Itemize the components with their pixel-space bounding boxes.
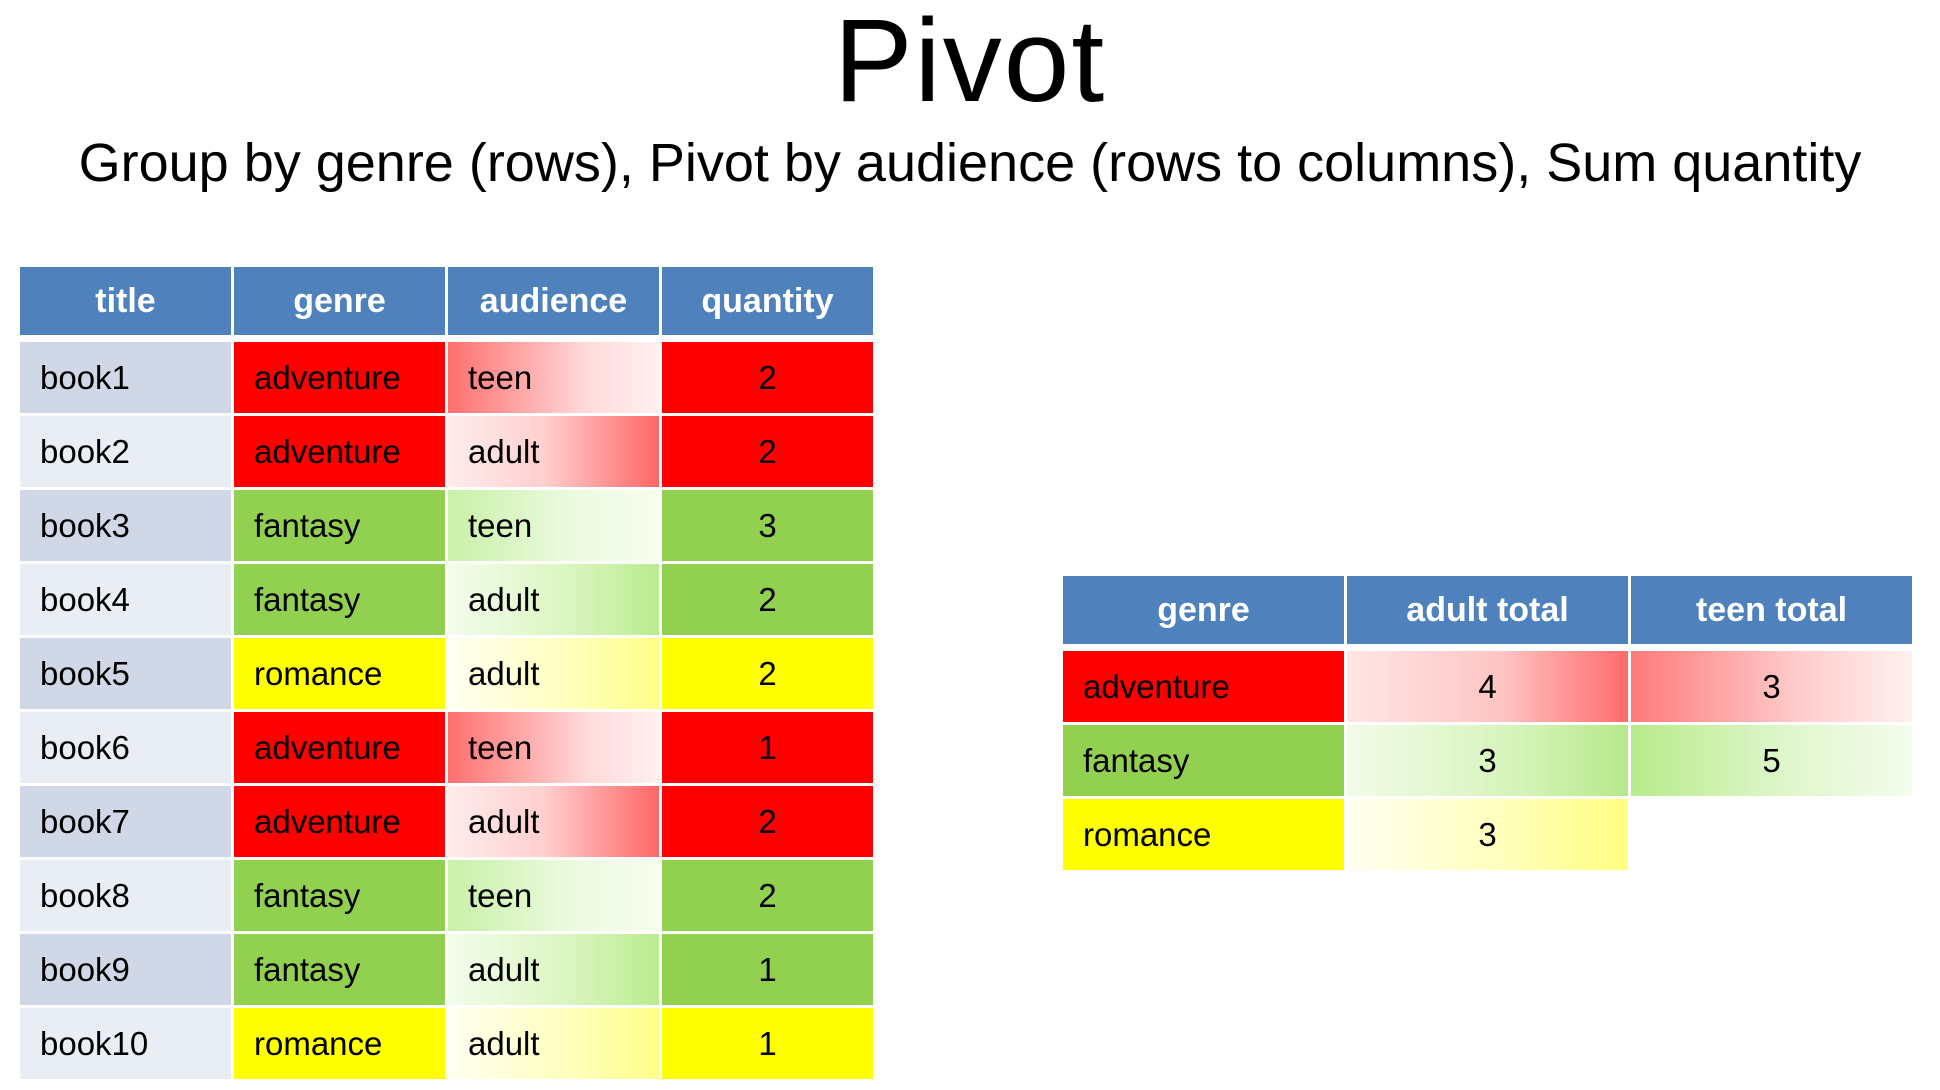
genre-cell: romance <box>234 1008 445 1079</box>
genre-cell: fantasy <box>234 934 445 1005</box>
audience-cell: adult <box>448 1008 659 1079</box>
pivot-header-adult-total: adult total <box>1347 576 1628 648</box>
genre-cell: fantasy <box>234 564 445 635</box>
page-subtitle: Group by genre (rows), Pivot by audience… <box>78 133 1862 193</box>
teen-total-cell <box>1631 799 1912 870</box>
quantity-cell: 2 <box>662 860 873 931</box>
title-cell: book4 <box>20 564 231 635</box>
teen-total-cell: 3 <box>1631 651 1912 722</box>
pivot-header-teen-total: teen total <box>1631 576 1912 648</box>
quantity-cell: 2 <box>662 342 873 413</box>
table-row: book5 romance adult 2 <box>20 638 873 709</box>
quantity-cell: 1 <box>662 712 873 783</box>
quantity-cell: 2 <box>662 786 873 857</box>
source-header-quantity: quantity <box>662 267 873 339</box>
table-row: book4 fantasy adult 2 <box>20 564 873 635</box>
genre-cell: romance <box>234 638 445 709</box>
title-cell: book2 <box>20 416 231 487</box>
pivot-row: romance 3 <box>1063 799 1912 870</box>
title-cell: book10 <box>20 1008 231 1079</box>
title-cell: book1 <box>20 342 231 413</box>
table-row: book6 adventure teen 1 <box>20 712 873 783</box>
genre-cell: fantasy <box>234 490 445 561</box>
audience-cell: adult <box>448 934 659 1005</box>
pivot-genre-cell: romance <box>1063 799 1344 870</box>
audience-cell: adult <box>448 638 659 709</box>
quantity-cell: 2 <box>662 416 873 487</box>
table-row: book9 fantasy adult 1 <box>20 934 873 1005</box>
quantity-cell: 2 <box>662 564 873 635</box>
table-row: book8 fantasy teen 2 <box>20 860 873 931</box>
pivot-genre-cell: fantasy <box>1063 725 1344 796</box>
quantity-cell: 1 <box>662 934 873 1005</box>
genre-cell: fantasy <box>234 860 445 931</box>
audience-cell: teen <box>448 342 659 413</box>
pivot-genre-cell: adventure <box>1063 651 1344 722</box>
genre-cell: adventure <box>234 342 445 413</box>
teen-total-cell: 5 <box>1631 725 1912 796</box>
source-header-row: title genre audience quantity <box>20 267 873 339</box>
audience-cell: teen <box>448 490 659 561</box>
quantity-cell: 1 <box>662 1008 873 1079</box>
genre-cell: adventure <box>234 712 445 783</box>
table-row: book10 romance adult 1 <box>20 1008 873 1079</box>
title-cell: book9 <box>20 934 231 1005</box>
source-header-audience: audience <box>448 267 659 339</box>
genre-cell: adventure <box>234 786 445 857</box>
title-cell: book7 <box>20 786 231 857</box>
pivot-header-row: genre adult total teen total <box>1063 576 1912 648</box>
audience-cell: teen <box>448 860 659 931</box>
title-cell: book3 <box>20 490 231 561</box>
adult-total-cell: 3 <box>1347 799 1628 870</box>
pivot-table: genre adult total teen total adventure 4… <box>1060 573 1915 873</box>
table-row: book1 adventure teen 2 <box>20 342 873 413</box>
adult-total-cell: 3 <box>1347 725 1628 796</box>
table-row: book3 fantasy teen 3 <box>20 490 873 561</box>
audience-cell: adult <box>448 416 659 487</box>
table-row: book2 adventure adult 2 <box>20 416 873 487</box>
pivot-header-genre: genre <box>1063 576 1344 648</box>
quantity-cell: 2 <box>662 638 873 709</box>
source-table: title genre audience quantity book1 adve… <box>17 264 876 1082</box>
audience-cell: adult <box>448 564 659 635</box>
quantity-cell: 3 <box>662 490 873 561</box>
pivot-row: fantasy 3 5 <box>1063 725 1912 796</box>
title-cell: book8 <box>20 860 231 931</box>
title-cell: book6 <box>20 712 231 783</box>
pivot-row: adventure 4 3 <box>1063 651 1912 722</box>
adult-total-cell: 4 <box>1347 651 1628 722</box>
title-cell: book5 <box>20 638 231 709</box>
audience-cell: adult <box>448 786 659 857</box>
source-header-genre: genre <box>234 267 445 339</box>
audience-cell: teen <box>448 712 659 783</box>
table-row: book7 adventure adult 2 <box>20 786 873 857</box>
page-title: Pivot <box>833 0 1107 127</box>
genre-cell: adventure <box>234 416 445 487</box>
source-header-title: title <box>20 267 231 339</box>
